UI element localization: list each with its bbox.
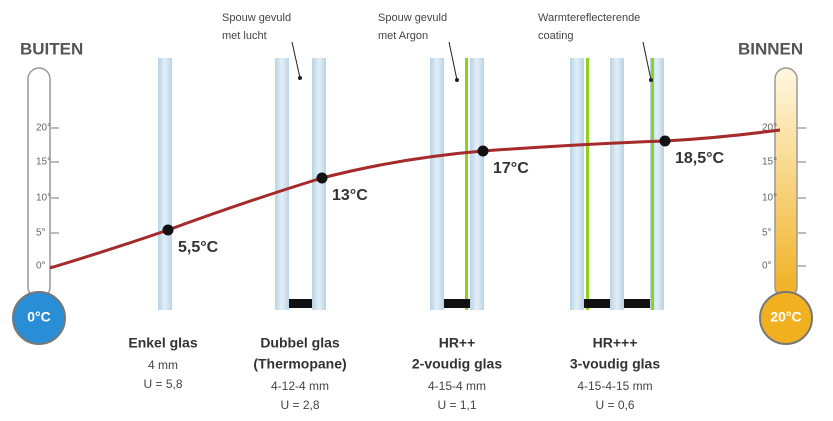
glass-name: 2-voudig glas (412, 356, 502, 372)
glass-pane (610, 58, 624, 310)
temperature-label: 5,5°C (178, 239, 219, 256)
scale-tick-label: 20° (36, 123, 51, 134)
pointer-dot (649, 78, 653, 82)
glass-name: Enkel glas (128, 335, 197, 351)
annotation: met lucht (222, 30, 267, 42)
temperature-label: 13°C (332, 187, 368, 204)
glass-name: HR+++ (593, 335, 638, 351)
spacer (444, 299, 470, 308)
pointer-dot (455, 78, 459, 82)
glass-detail: 4-15-4-15 mm (577, 379, 652, 393)
scale-tick-label: 5° (36, 228, 46, 239)
annotation: Spouw gevuld (222, 12, 291, 24)
spacer (289, 299, 312, 308)
glass-name: HR++ (439, 335, 476, 351)
annotation: met Argon (378, 30, 428, 42)
glass-detail: 4-15-4 mm (428, 379, 486, 393)
glass-detail: 4-12-4 mm (271, 379, 329, 393)
inside-label: BINNEN (738, 39, 803, 58)
coating (586, 58, 589, 310)
glass-detail: U = 2,8 (280, 398, 319, 412)
glass-pane (570, 58, 584, 310)
spacer (624, 299, 650, 308)
outside-label: BUITEN (20, 39, 83, 58)
glass-detail: U = 0,6 (595, 398, 634, 412)
pointer (448, 41, 458, 81)
glass-pane (312, 58, 326, 310)
thermometer-bulb (12, 291, 66, 345)
glass-pane (430, 58, 444, 310)
pointer-dot (298, 76, 302, 80)
spacer (584, 299, 610, 308)
thermometer-bulb (759, 291, 813, 345)
scale-tick-label: 15° (762, 157, 777, 168)
glass-name: 3-voudig glas (570, 356, 660, 372)
coating (651, 58, 654, 310)
scale-tick-label: 20° (762, 123, 777, 134)
scale-tick-label: 10° (36, 193, 51, 204)
glass-pane (158, 58, 172, 310)
coating (465, 58, 468, 310)
glass-pane (275, 58, 289, 310)
bulb-label: 20°C (770, 309, 801, 325)
glass-detail: U = 5,8 (143, 377, 182, 391)
thermometer-tube (774, 67, 798, 299)
scale-tick-label: 15° (36, 157, 51, 168)
pointer (291, 41, 301, 79)
temperature-point (477, 145, 489, 157)
annotation: coating (538, 30, 573, 42)
pointer (642, 41, 652, 81)
glass-name: Dubbel glas (260, 335, 340, 351)
temperature-point (659, 135, 671, 147)
glass-detail: 4 mm (148, 358, 178, 372)
scale-tick-label: 0° (36, 261, 46, 272)
bulb-label: 0°C (27, 309, 51, 325)
annotation: Spouw gevuld (378, 12, 447, 24)
temperature-label: 18,5°C (675, 150, 725, 167)
scale-tick-label: 0° (762, 261, 772, 272)
temperature-label: 17°C (493, 160, 529, 177)
scale-tick-label: 10° (762, 193, 777, 204)
glass-name: (Thermopane) (253, 356, 346, 372)
temperature-point (162, 224, 174, 236)
temperature-point (316, 172, 328, 184)
glass-pane (470, 58, 484, 310)
annotation: Warmtereflecterende (538, 12, 640, 24)
scale-tick-label: 5° (762, 228, 772, 239)
glass-detail: U = 1,1 (437, 398, 476, 412)
